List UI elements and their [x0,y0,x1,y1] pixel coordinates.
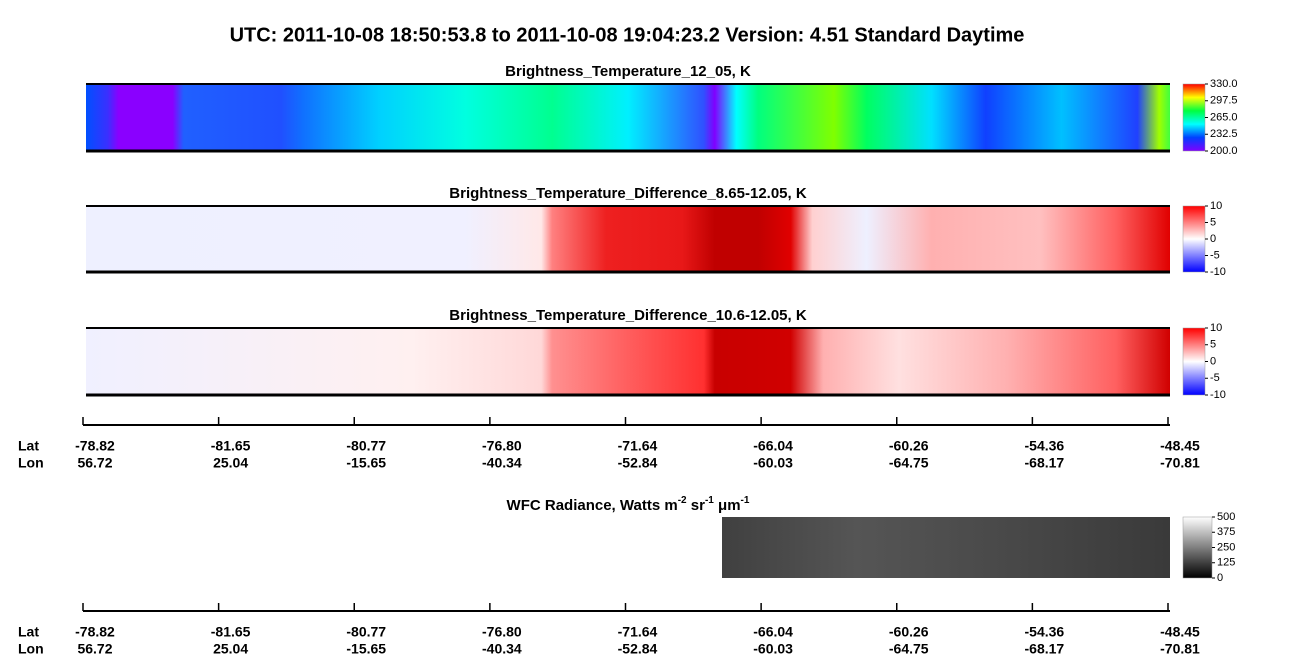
colorbar-tick-label: -10 [1210,389,1226,401]
lat-label: -71.64 [618,438,658,454]
lon-label: -15.65 [346,455,386,471]
image-strip [86,328,1170,395]
colorbar-tick-label: 265.0 [1210,111,1238,123]
lat-label: -80.77 [346,624,386,640]
lon-label: -52.84 [618,455,658,471]
colorbar-tick-label: -5 [1210,372,1220,384]
lon-label: -60.03 [753,641,793,657]
title-superscript: -1 [741,495,750,506]
lon-label: -60.03 [753,455,793,471]
lat-label: -66.04 [753,438,793,454]
lat-label: -48.45 [1160,438,1200,454]
colorbar [1182,83,1206,152]
panel-title: Brightness_Temperature_Difference_10.6-1… [449,307,807,324]
image-strip [86,84,1170,151]
image-strip [86,206,1170,272]
lat-label: -60.26 [889,438,929,454]
row-label: Lat [18,624,39,640]
lat-label: -54.36 [1025,624,1065,640]
colorbar [1182,516,1213,579]
lat-label: -80.77 [346,438,386,454]
lat-label: -54.36 [1025,438,1065,454]
colorbar-tick-label: 500 [1217,511,1235,523]
lon-label: -40.34 [482,641,522,657]
colorbar-tick-label: 10 [1210,322,1222,334]
lat-label: -60.26 [889,624,929,640]
lat-label: -71.64 [618,624,658,640]
lat-label: -81.65 [211,438,251,454]
row-label: Lon [18,455,44,471]
lon-label: -68.17 [1025,641,1065,657]
title-superscript: -1 [705,495,714,506]
lon-label: -15.65 [346,641,386,657]
lon-label: -70.81 [1160,641,1200,657]
lon-label: -68.17 [1025,455,1065,471]
lat-label: -76.80 [482,438,522,454]
panel-title: WFC Radiance, Watts m-2 sr-1 μm-1 [507,495,750,514]
lat-label: -76.80 [482,624,522,640]
page-title: UTC: 2011-10-08 18:50:53.8 to 2011-10-08… [230,24,1025,46]
title-part: sr [687,497,706,514]
image-strip [722,517,1170,578]
lon-label: 56.72 [77,641,112,657]
colorbar [1182,205,1206,273]
title-superscript: -2 [678,495,687,506]
lon-label: 56.72 [77,455,112,471]
colorbar-tick-label: -5 [1210,249,1220,261]
colorbar-tick-label: 0 [1210,355,1216,367]
colorbar-tick-label: 375 [1217,526,1235,538]
colorbar-tick-label: 0 [1210,233,1216,245]
row-label: Lat [18,438,39,454]
lat-label: -78.82 [75,438,115,454]
lon-label: 25.04 [213,455,248,471]
colorbar-tick-label: 10 [1210,200,1222,212]
row-label: Lon [18,641,44,657]
colorbar-tick-label: 5 [1210,339,1216,351]
lon-label: 25.04 [213,641,248,657]
lon-label: -52.84 [618,641,658,657]
colorbar-tick-label: 297.5 [1210,95,1238,107]
lon-label: -64.75 [889,641,929,657]
colorbar-tick-label: 250 [1217,541,1235,553]
colorbar-tick-label: -10 [1210,266,1226,278]
lon-label: -40.34 [482,455,522,471]
lat-label: -66.04 [753,624,793,640]
colorbar [1182,327,1206,396]
colorbar-tick-label: 0 [1217,572,1223,584]
title-part: μm [714,497,741,514]
title-part: WFC Radiance, Watts m [507,497,678,514]
panel-title: Brightness_Temperature_12_05, K [505,63,751,80]
colorbar-tick-label: 232.5 [1210,128,1238,140]
lat-label: -48.45 [1160,624,1200,640]
colorbar-tick-label: 330.0 [1210,78,1238,90]
lon-label: -64.75 [889,455,929,471]
panel-title: Brightness_Temperature_Difference_8.65-1… [449,185,807,202]
colorbar-tick-label: 5 [1210,216,1216,228]
colorbar-tick-label: 125 [1217,557,1235,569]
lat-label: -81.65 [211,624,251,640]
lon-label: -70.81 [1160,455,1200,471]
lat-label: -78.82 [75,624,115,640]
colorbar-tick-label: 200.0 [1210,145,1238,157]
